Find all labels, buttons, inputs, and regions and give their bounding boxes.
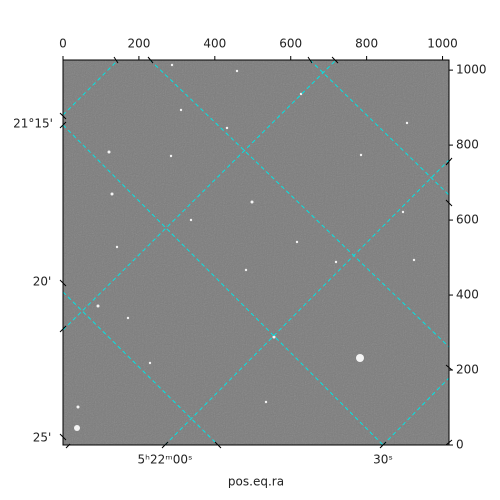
x-tick-label: 0 <box>59 37 67 51</box>
x-tick-label: 600 <box>279 37 302 51</box>
x-tick-label: 200 <box>127 37 150 51</box>
dec-label: 20' <box>33 275 52 289</box>
ra-label: 5ʰ22ᵐ00ˢ <box>138 453 193 467</box>
grid-line <box>63 291 219 445</box>
y-tick-label: 0 <box>456 438 464 452</box>
stars <box>74 63 416 431</box>
grid-line <box>63 60 337 331</box>
image <box>63 60 449 445</box>
x-tick-label: 400 <box>203 37 226 51</box>
grid-line <box>63 124 384 445</box>
dec-label: 25' <box>33 431 52 445</box>
x-tick-label: 800 <box>355 37 378 51</box>
y-tick-label: 600 <box>456 213 479 227</box>
x-axis-label: pos.eq.ra <box>228 475 284 489</box>
grid-line <box>63 60 119 116</box>
y-tick-label: 200 <box>456 363 479 377</box>
axes-frame <box>62 59 450 446</box>
grid-line <box>149 60 449 348</box>
wcs-ticks <box>59 56 453 449</box>
x-tick-label: 1000 <box>427 37 458 51</box>
dec-label: 21°15' <box>13 117 53 131</box>
grid-line <box>382 377 449 445</box>
grid-line <box>309 60 449 196</box>
ra-label: 30ˢ <box>373 453 393 467</box>
coordinate-grid <box>63 60 449 445</box>
y-tick-label: 400 <box>456 288 479 302</box>
y-tick-label: 800 <box>456 138 479 152</box>
y-tick-label: 1000 <box>456 63 487 77</box>
